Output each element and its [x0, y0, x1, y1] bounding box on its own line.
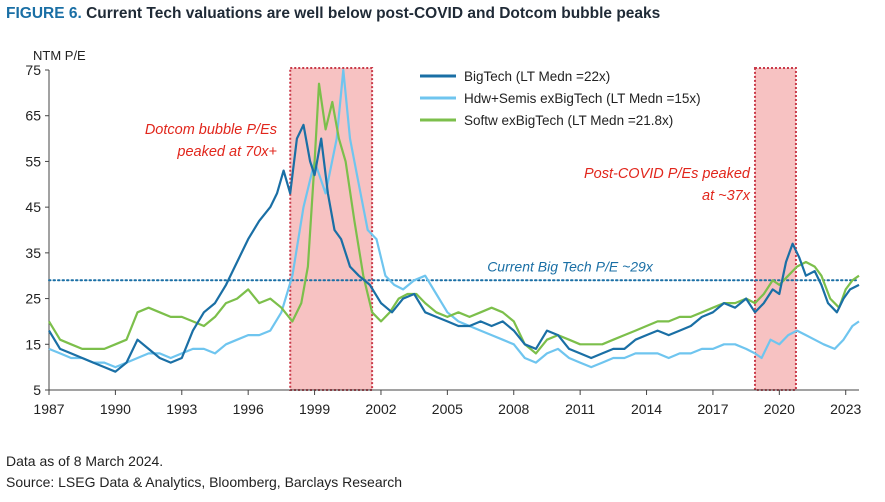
legend-label-3: Softw exBigTech (LT Medn =21.8x): [464, 113, 673, 128]
legend-label-1: BigTech (LT Medn =22x): [464, 69, 610, 84]
x-tick-label: 1996: [233, 401, 264, 417]
annotation-2-line-1: Post-COVID P/Es peaked: [584, 166, 751, 182]
y-axis: 5 15 25 35 45 55 65 75: [25, 62, 50, 398]
y-tick-label: 45: [25, 199, 41, 215]
data-date-note: Data as of 8 March 2024.: [6, 453, 164, 469]
figure-title-text: Current Tech valuations are well below p…: [86, 5, 661, 22]
y-tick-label: 65: [25, 108, 41, 124]
annotation-2-line-2: at ~37x: [702, 188, 751, 204]
x-axis: 1987 1990 1993 1996 1999 2002 2005 2008 2011 2014…: [33, 389, 862, 417]
y-tick-label: 5: [33, 382, 41, 398]
series-line-3: [48, 82, 860, 355]
x-tick-label: 2020: [764, 401, 795, 417]
legend: BigTech (LT Medn =22x) Hdw+Semis exBigTec…: [420, 69, 701, 128]
y-tick-label: 15: [25, 336, 41, 352]
series-line-1: [48, 123, 860, 373]
annotation-1-line-2: peaked at 70x+: [176, 144, 277, 160]
x-tick-label: 2008: [498, 401, 529, 417]
shaded-regions: [289, 67, 797, 391]
annotation-1-line-1: Dotcom bubble P/Es: [145, 122, 277, 138]
y-tick-label: 35: [25, 245, 41, 261]
x-tick-label: 2017: [697, 401, 728, 417]
x-tick-label: 2005: [432, 401, 463, 417]
y-tick-label: 75: [25, 62, 41, 78]
source-note: Source: LSEG Data & Analytics, Bloomberg…: [6, 474, 403, 490]
reference-line: Current Big Tech P/E ~29x: [48, 258, 860, 282]
legend-label-2: Hdw+Semis exBigTech (LT Medn =15x): [464, 91, 701, 106]
shaded-region-1: [289, 67, 374, 391]
y-tick-label: 55: [25, 153, 41, 169]
x-tick-label: 2023: [830, 401, 861, 417]
x-tick-label: 2011: [565, 401, 595, 417]
y-tick-label: 25: [25, 291, 41, 307]
series-line-2: [48, 68, 860, 369]
pe-line-chart: 5 15 25 35 45 55 65 75 1987 1990 1993 1996 1999 2002…: [25, 48, 862, 417]
y-axis-title: NTM P/E: [33, 48, 86, 63]
figure-title: FIGURE 6. Current Tech valuations are we…: [6, 5, 660, 23]
shaded-region-2: [753, 67, 797, 391]
x-tick-label: 1987: [33, 401, 64, 417]
x-tick-label: 1990: [100, 401, 131, 417]
reference-line-label: Current Big Tech P/E ~29x: [487, 258, 654, 274]
x-tick-label: 1999: [299, 401, 330, 417]
x-tick-label: 2002: [365, 401, 396, 417]
x-tick-label: 1993: [166, 401, 197, 417]
x-tick-label: 2014: [631, 401, 662, 417]
series-lines: [48, 68, 860, 373]
annotations: Dotcom bubble P/Es peaked at 70x+ Post-COV…: [145, 122, 751, 204]
figure-number: FIGURE 6.: [6, 5, 82, 22]
